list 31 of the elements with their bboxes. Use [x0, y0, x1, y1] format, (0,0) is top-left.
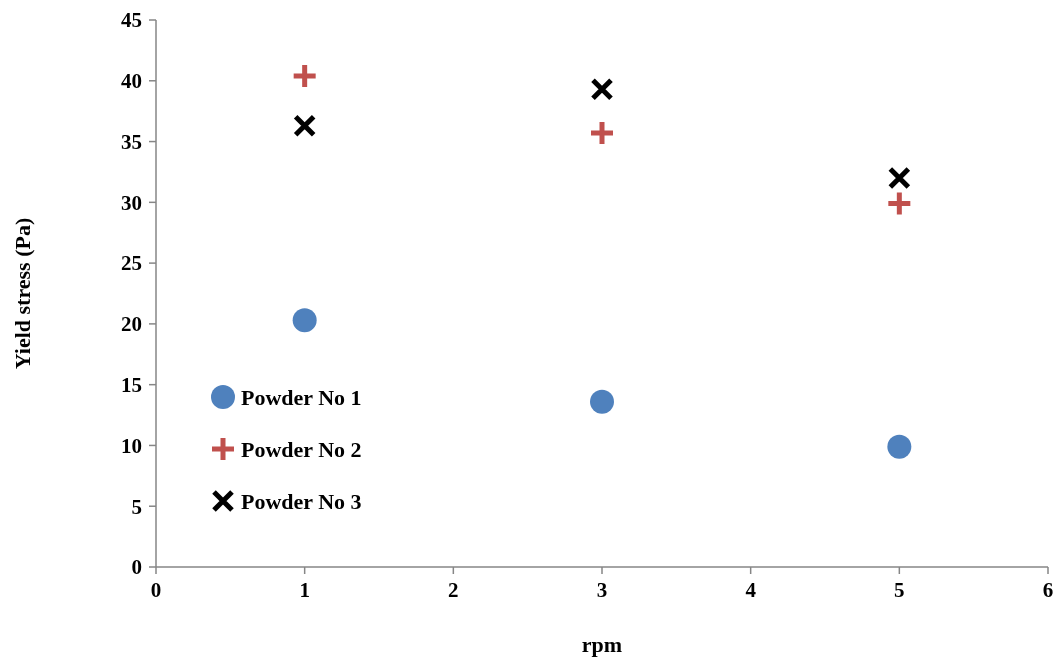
legend-label: Powder No 2: [241, 436, 362, 462]
y-tick-label: 30: [121, 190, 142, 215]
y-tick-label: 10: [121, 433, 142, 458]
y-tick-label: 20: [121, 312, 142, 337]
point: [887, 434, 912, 459]
y-tick-label: 35: [121, 129, 142, 154]
x-tick-label: 5: [894, 578, 905, 602]
y-tick-label: 45: [121, 8, 142, 33]
x-tick-label: 1: [299, 578, 310, 602]
x-tick-label: 3: [596, 578, 608, 602]
x-tick-label: 0: [150, 578, 162, 602]
point: [590, 77, 614, 101]
point: [887, 166, 911, 190]
point: [292, 308, 317, 333]
y-tick-label: 25: [121, 251, 142, 276]
legend-label: Powder No 3: [241, 488, 362, 514]
point: [591, 122, 613, 145]
point: [293, 64, 316, 87]
y-tick-label: 5: [131, 494, 142, 519]
x-axis-title: rpm: [581, 632, 623, 657]
point: [590, 389, 614, 414]
point: [888, 192, 911, 215]
y-tick-label: 15: [121, 373, 142, 398]
point: [293, 114, 317, 138]
y-tick-label: 0: [131, 555, 142, 580]
legend-label: Powder No 1: [241, 384, 362, 410]
y-axis-title: Yield stress (Pa): [10, 217, 35, 370]
x-tick-label: 4: [745, 578, 757, 602]
x-tick-label: 2: [448, 578, 459, 602]
x-tick-label: 6: [1042, 578, 1054, 602]
y-tick-label: 40: [121, 69, 142, 94]
